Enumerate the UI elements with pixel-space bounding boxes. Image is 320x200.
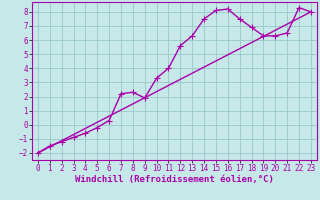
X-axis label: Windchill (Refroidissement éolien,°C): Windchill (Refroidissement éolien,°C) xyxy=(75,175,274,184)
